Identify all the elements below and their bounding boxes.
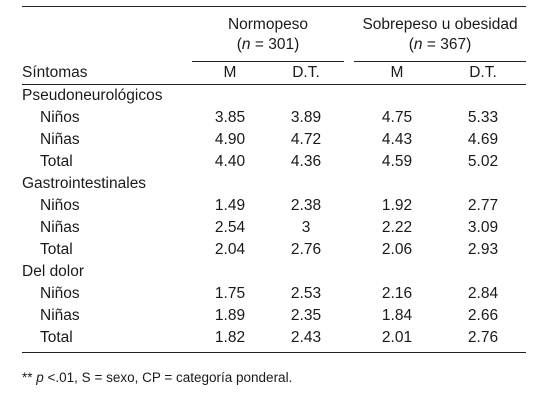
group-title-normopeso: Normopeso (227, 16, 309, 33)
cell-m2: 4.43 (381, 131, 413, 148)
cell-m1: 3.85 (214, 109, 246, 126)
cell-dt2: 2.93 (467, 241, 499, 258)
cell-m2: 2.06 (381, 241, 413, 258)
category-row: Gastrointestinales (22, 173, 526, 195)
category-row: Del dolor (22, 261, 526, 283)
category-label: Pseudoneurológicos (22, 87, 163, 104)
cell-m1: 1.75 (214, 285, 246, 302)
table-row: Total 2.04 2.76 2.06 2.93 (22, 239, 526, 261)
cell-dt2: 5.33 (467, 109, 499, 126)
row-label: Niños (40, 197, 80, 214)
column-header-m-normopeso: M (192, 61, 268, 85)
cell-m1: 4.90 (214, 131, 246, 148)
cell-dt1: 2.76 (290, 241, 322, 258)
cell-dt1: 2.43 (268, 327, 344, 353)
table-row: Total 1.82 2.43 2.01 2.76 (22, 327, 526, 353)
cell-dt2: 2.84 (467, 285, 499, 302)
cell-m1: 1.49 (214, 197, 246, 214)
table-row: Total 4.40 4.36 4.59 5.02 (22, 151, 526, 173)
row-label: Total (40, 153, 73, 170)
cell-m1: 1.89 (214, 307, 246, 324)
cell-dt1: 3.89 (290, 109, 322, 126)
column-header-row: Síntomas M D.T. M D.T. (22, 61, 526, 85)
table-row: Niñas 1.89 2.35 1.84 2.66 (22, 305, 526, 327)
cell-dt2: 2.77 (467, 197, 499, 214)
group-header-sobrepeso: Sobrepeso u obesidad (n = 367) (354, 6, 526, 62)
category-label: Gastrointestinales (22, 175, 147, 192)
cell-m1: 4.40 (214, 153, 246, 170)
cell-m2: 4.59 (381, 153, 413, 170)
category-label: Del dolor (22, 263, 85, 280)
cell-m2: 4.75 (381, 109, 413, 126)
table-footnote: ** p <.01, S = sexo, CP = categoría pond… (22, 370, 293, 385)
cell-m1: 1.82 (192, 327, 268, 353)
category-row: Pseudoneurológicos (22, 85, 526, 108)
table-row: Niños 1.49 2.38 1.92 2.77 (22, 195, 526, 217)
cell-dt2: 4.69 (467, 131, 499, 148)
results-table: Normopeso (n = 301) Sobrepeso u obesidad… (22, 6, 526, 353)
cell-dt1: 2.35 (290, 307, 322, 324)
row-label: Total (40, 241, 73, 258)
cell-dt1: 4.72 (290, 131, 322, 148)
cell-dt2: 5.02 (467, 153, 499, 170)
cell-m1: 2.54 (214, 219, 246, 236)
cell-dt1: 2.53 (290, 285, 322, 302)
table-row: Niñas 2.54 3 2.22 3.09 (22, 217, 526, 239)
cell-dt1: 2.38 (290, 197, 322, 214)
cell-m2: 2.01 (354, 327, 440, 353)
table-row: Niñas 4.90 4.72 4.43 4.69 (22, 129, 526, 151)
cell-m2: 2.16 (381, 285, 413, 302)
table-row: Niños 3.85 3.89 4.75 5.33 (22, 107, 526, 129)
row-label: Niños (40, 109, 80, 126)
group-n-sobrepeso: (n = 367) (408, 36, 472, 53)
cell-m2: 1.92 (381, 197, 413, 214)
cell-dt1: 3 (301, 219, 311, 236)
cell-m2: 1.84 (381, 307, 413, 324)
cell-dt1: 4.36 (290, 153, 322, 170)
group-title-sobrepeso: Sobrepeso u obesidad (362, 16, 518, 33)
cell-m2: 2.22 (381, 219, 413, 236)
group-n-normopeso: (n = 301) (236, 36, 300, 53)
group-header-normopeso: Normopeso (n = 301) (192, 6, 344, 62)
cell-dt2: 2.76 (440, 327, 526, 353)
row-label: Niñas (40, 131, 80, 148)
column-header-dt-sobrepeso: D.T. (440, 61, 526, 85)
row-label: Niños (40, 285, 80, 302)
cell-m1: 2.04 (214, 241, 246, 258)
row-label: Niñas (40, 219, 80, 236)
row-label: Niñas (40, 307, 80, 324)
column-header-symptoms: Síntomas (22, 61, 192, 85)
group-header-row: Normopeso (n = 301) Sobrepeso u obesidad… (22, 6, 526, 62)
table-row: Niños 1.75 2.53 2.16 2.84 (22, 283, 526, 305)
column-header-m-sobrepeso: M (354, 61, 440, 85)
cell-dt2: 2.66 (467, 307, 499, 324)
row-label: Total (22, 327, 192, 353)
cell-dt2: 3.09 (467, 219, 499, 236)
column-header-dt-normopeso: D.T. (268, 61, 344, 85)
